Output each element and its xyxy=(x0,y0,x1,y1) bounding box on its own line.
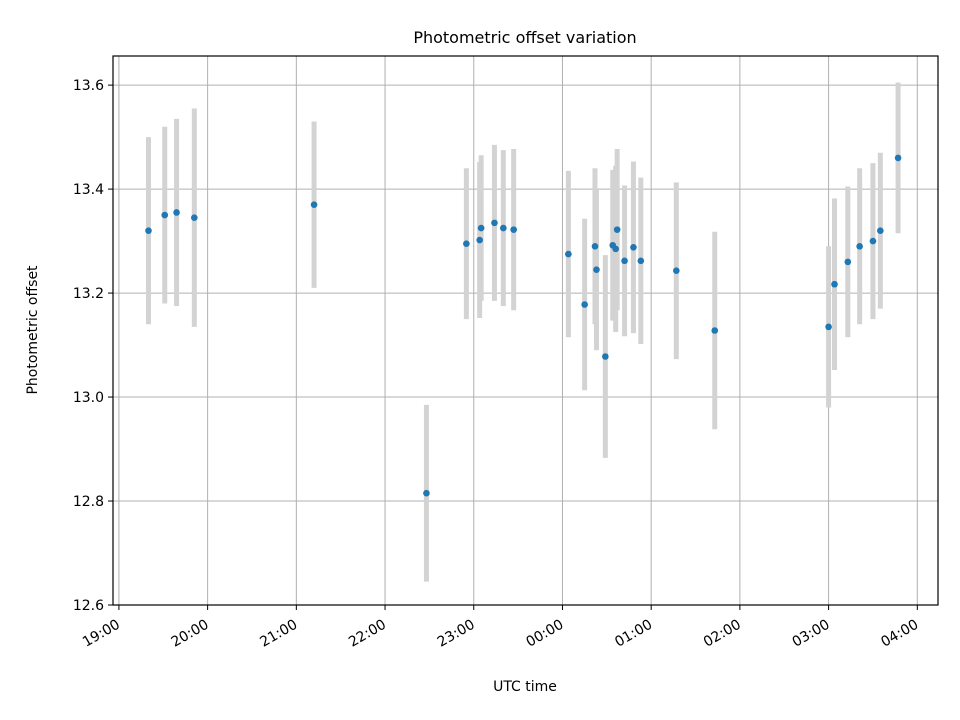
x-tick-label: 21:00 xyxy=(257,617,300,651)
data-point xyxy=(593,266,600,273)
data-point xyxy=(591,242,599,250)
data-point xyxy=(500,224,507,232)
data-point xyxy=(673,267,680,275)
x-tick-label: 01:00 xyxy=(612,617,655,651)
y-tick-label: 13.4 xyxy=(73,182,104,198)
x-tick-label: 20:00 xyxy=(169,617,212,651)
data-point xyxy=(423,489,430,497)
y-tick-label: 12.6 xyxy=(73,598,104,614)
x-axis: 19:00 20:00 21:00 22:00 23:00 00:00 01:00 02:00… xyxy=(80,605,921,651)
data-point xyxy=(145,227,152,234)
data-point xyxy=(711,327,719,334)
data-point xyxy=(825,323,832,331)
data-point xyxy=(310,201,318,208)
plot-frame xyxy=(112,55,939,606)
data-point xyxy=(581,301,588,308)
data-point xyxy=(877,227,884,234)
data-point xyxy=(161,211,169,219)
data-point xyxy=(602,353,609,360)
data-points xyxy=(145,154,902,497)
grid xyxy=(113,56,938,606)
data-point xyxy=(476,236,483,244)
data-point xyxy=(831,280,838,288)
x-tick-label: 00:00 xyxy=(524,617,567,651)
data-point xyxy=(630,244,637,251)
data-point xyxy=(637,257,645,265)
data-point xyxy=(173,209,180,216)
x-tick-label: 19:00 xyxy=(80,617,123,651)
data-point xyxy=(463,240,470,247)
y-axis: 12.6 12.8 13.0 13.2 13.4 13.6 xyxy=(73,78,113,614)
x-tick-label: 04:00 xyxy=(878,617,921,651)
error-bars xyxy=(145,82,901,582)
data-point xyxy=(894,154,902,162)
x-tick-label: 02:00 xyxy=(701,617,744,651)
data-point xyxy=(191,214,198,221)
x-tick-label: 23:00 xyxy=(435,617,478,651)
y-axis-label: Photometric offset xyxy=(25,265,41,395)
y-tick-label: 13.0 xyxy=(73,390,104,406)
data-point xyxy=(510,226,517,233)
y-tick-label: 12.8 xyxy=(73,494,104,510)
data-point xyxy=(613,226,621,233)
data-point xyxy=(844,258,852,266)
y-tick-label: 13.6 xyxy=(73,78,104,94)
data-point xyxy=(477,224,485,232)
chart-title: Photometric offset variation xyxy=(413,28,636,47)
x-axis-label: UTC time xyxy=(493,679,557,695)
data-point xyxy=(491,219,498,227)
data-point xyxy=(856,242,863,250)
x-tick-label: 22:00 xyxy=(346,617,389,651)
data-point xyxy=(565,250,572,258)
data-point xyxy=(869,237,877,245)
data-point xyxy=(621,257,628,265)
x-tick-label: 03:00 xyxy=(790,617,833,651)
data-point xyxy=(612,245,619,253)
y-tick-label: 13.2 xyxy=(73,286,104,302)
